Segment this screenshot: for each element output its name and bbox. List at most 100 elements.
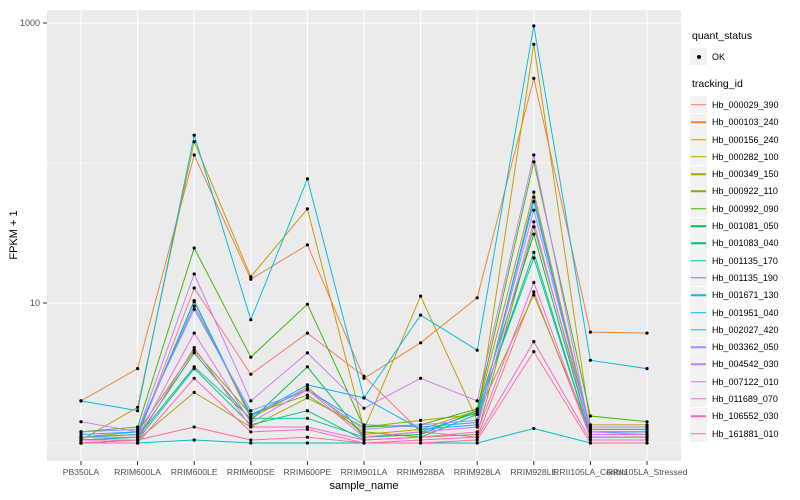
- legend-key-swatch: [690, 407, 707, 425]
- legend-item: Hb_001951_040: [690, 304, 798, 321]
- data-point: [249, 318, 253, 322]
- legend-item: Hb_000922_110: [690, 182, 798, 200]
- data-point: [475, 425, 479, 429]
- data-point: [305, 409, 309, 413]
- legend-item-label: Hb_002027_420: [712, 324, 779, 335]
- data-point: [532, 225, 536, 229]
- legend-item: Hb_000103_240: [690, 113, 798, 131]
- data-point: [192, 286, 196, 290]
- data-point: [645, 430, 649, 434]
- data-point: [192, 438, 196, 442]
- data-point: [645, 423, 649, 427]
- data-point: [532, 290, 536, 294]
- data-point: [419, 427, 423, 431]
- data-point: [588, 330, 593, 334]
- line-swatch-icon: [691, 190, 706, 193]
- legend-item: Hb_001671_130: [690, 286, 798, 304]
- data-point: [305, 396, 309, 400]
- data-point: [249, 372, 253, 376]
- legend-item-label: Hb_000103_240: [712, 117, 779, 128]
- data-point: [419, 425, 423, 429]
- data-point: [192, 348, 196, 352]
- legend-key-point: [690, 48, 707, 66]
- data-point: [588, 435, 593, 439]
- legend-item: Hb_106552_030: [690, 407, 798, 425]
- data-point: [192, 376, 196, 380]
- data-point: [532, 160, 536, 164]
- line-swatch-icon: [691, 259, 706, 262]
- x-tick-label: RRIM901LA: [341, 467, 388, 477]
- data-point: [645, 367, 649, 371]
- x-tick-label: RRII105LA_Control: [553, 467, 628, 477]
- legend-key-swatch: [690, 286, 707, 304]
- data-point: [192, 246, 196, 250]
- legend-key-swatch: [690, 96, 707, 114]
- data-point: [588, 432, 593, 437]
- data-point: [136, 438, 140, 442]
- data-point: [588, 423, 593, 427]
- legend-item-label: Hb_001671_130: [712, 290, 779, 301]
- data-point: [532, 200, 536, 204]
- point-marker-icon: [696, 54, 701, 59]
- line-swatch-icon: [691, 225, 706, 227]
- legend-key-swatch: [690, 234, 707, 252]
- data-point: [192, 133, 196, 137]
- legend-item-label: Hb_001135_190: [712, 272, 778, 283]
- legend-item-label: Hb_007122_010: [712, 376, 779, 387]
- data-point: [532, 24, 536, 28]
- data-point: [362, 406, 366, 410]
- x-tick-label: RRII105LA_Stressed: [607, 467, 688, 477]
- data-point: [192, 140, 196, 144]
- data-point: [645, 438, 649, 442]
- legend-key-swatch: [690, 390, 707, 408]
- legend-key-swatch: [690, 355, 707, 373]
- data-point: [419, 430, 423, 434]
- data-point: [362, 425, 366, 429]
- data-point: [532, 232, 536, 236]
- legend-tracking-id-block: tracking_id Hb_000029_390 Hb_000103_240 Hb…: [690, 78, 798, 443]
- data-point: [192, 390, 196, 394]
- data-point: [249, 441, 253, 445]
- legend-key-swatch: [690, 165, 707, 183]
- legend-item: Hb_002027_420: [690, 321, 798, 339]
- data-point: [532, 190, 536, 194]
- data-point: [79, 430, 83, 434]
- legend-item-label: Hb_003362_050: [712, 342, 779, 353]
- data-point: [419, 418, 423, 422]
- data-point: [305, 441, 309, 445]
- data-point: [192, 304, 196, 308]
- legend-key-swatch: [690, 217, 707, 235]
- data-point: [419, 294, 423, 298]
- data-point: [645, 432, 649, 437]
- data-point: [588, 430, 593, 434]
- data-point: [192, 365, 196, 369]
- data-point: [475, 418, 479, 422]
- data-point: [362, 396, 366, 400]
- legend-key-swatch: [690, 269, 707, 287]
- data-point: [475, 435, 479, 439]
- data-point: [475, 438, 479, 442]
- data-point: [475, 411, 479, 415]
- data-point: [305, 243, 309, 247]
- line-swatch-icon: [691, 329, 706, 331]
- legend-item-label: OK: [712, 51, 726, 62]
- data-point: [136, 409, 140, 413]
- data-point: [532, 76, 536, 80]
- data-point: [645, 425, 649, 429]
- data-point: [532, 256, 536, 260]
- data-point: [79, 420, 83, 424]
- data-point: [305, 416, 309, 420]
- data-point: [645, 441, 649, 445]
- data-point: [475, 296, 479, 300]
- data-point: [362, 430, 366, 434]
- line-swatch-icon: [691, 104, 706, 106]
- legend-tracking-id-items: Hb_000029_390 Hb_000103_240 Hb_000156_240 H…: [690, 96, 798, 443]
- data-point: [305, 435, 309, 439]
- data-point: [305, 365, 309, 369]
- data-point: [192, 331, 196, 335]
- data-point: [532, 153, 536, 157]
- legend-quant-status-block: quant_status OK: [690, 30, 798, 66]
- legend-item: Hb_011689_070: [690, 390, 798, 408]
- legend-item-label: Hb_011689_070: [712, 393, 778, 404]
- x-axis-title: sample_name: [329, 480, 399, 492]
